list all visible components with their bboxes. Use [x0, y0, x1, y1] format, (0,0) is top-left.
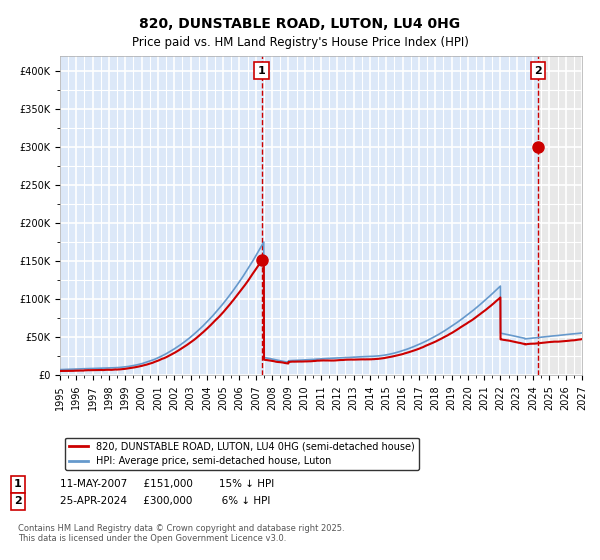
- Bar: [60, 56, 262, 375]
- Text: 11-MAY-2007     £151,000        15% ↓ HPI: 11-MAY-2007 £151,000 15% ↓ HPI: [60, 479, 274, 489]
- Text: Price paid vs. HM Land Registry's House Price Index (HPI): Price paid vs. HM Land Registry's House …: [131, 36, 469, 49]
- Text: 1: 1: [258, 66, 265, 76]
- Text: 2: 2: [535, 66, 542, 76]
- Text: Contains HM Land Registry data © Crown copyright and database right 2025.
This d: Contains HM Land Registry data © Crown c…: [18, 524, 344, 543]
- Bar: [538, 56, 582, 375]
- Text: 25-APR-2024     £300,000         6% ↓ HPI: 25-APR-2024 £300,000 6% ↓ HPI: [60, 496, 271, 506]
- Text: 1: 1: [14, 479, 22, 489]
- Bar: [262, 56, 538, 375]
- Legend: 820, DUNSTABLE ROAD, LUTON, LU4 0HG (semi-detached house), HPI: Average price, s: 820, DUNSTABLE ROAD, LUTON, LU4 0HG (sem…: [65, 437, 419, 470]
- Text: 2: 2: [14, 496, 22, 506]
- Text: 820, DUNSTABLE ROAD, LUTON, LU4 0HG: 820, DUNSTABLE ROAD, LUTON, LU4 0HG: [139, 17, 461, 31]
